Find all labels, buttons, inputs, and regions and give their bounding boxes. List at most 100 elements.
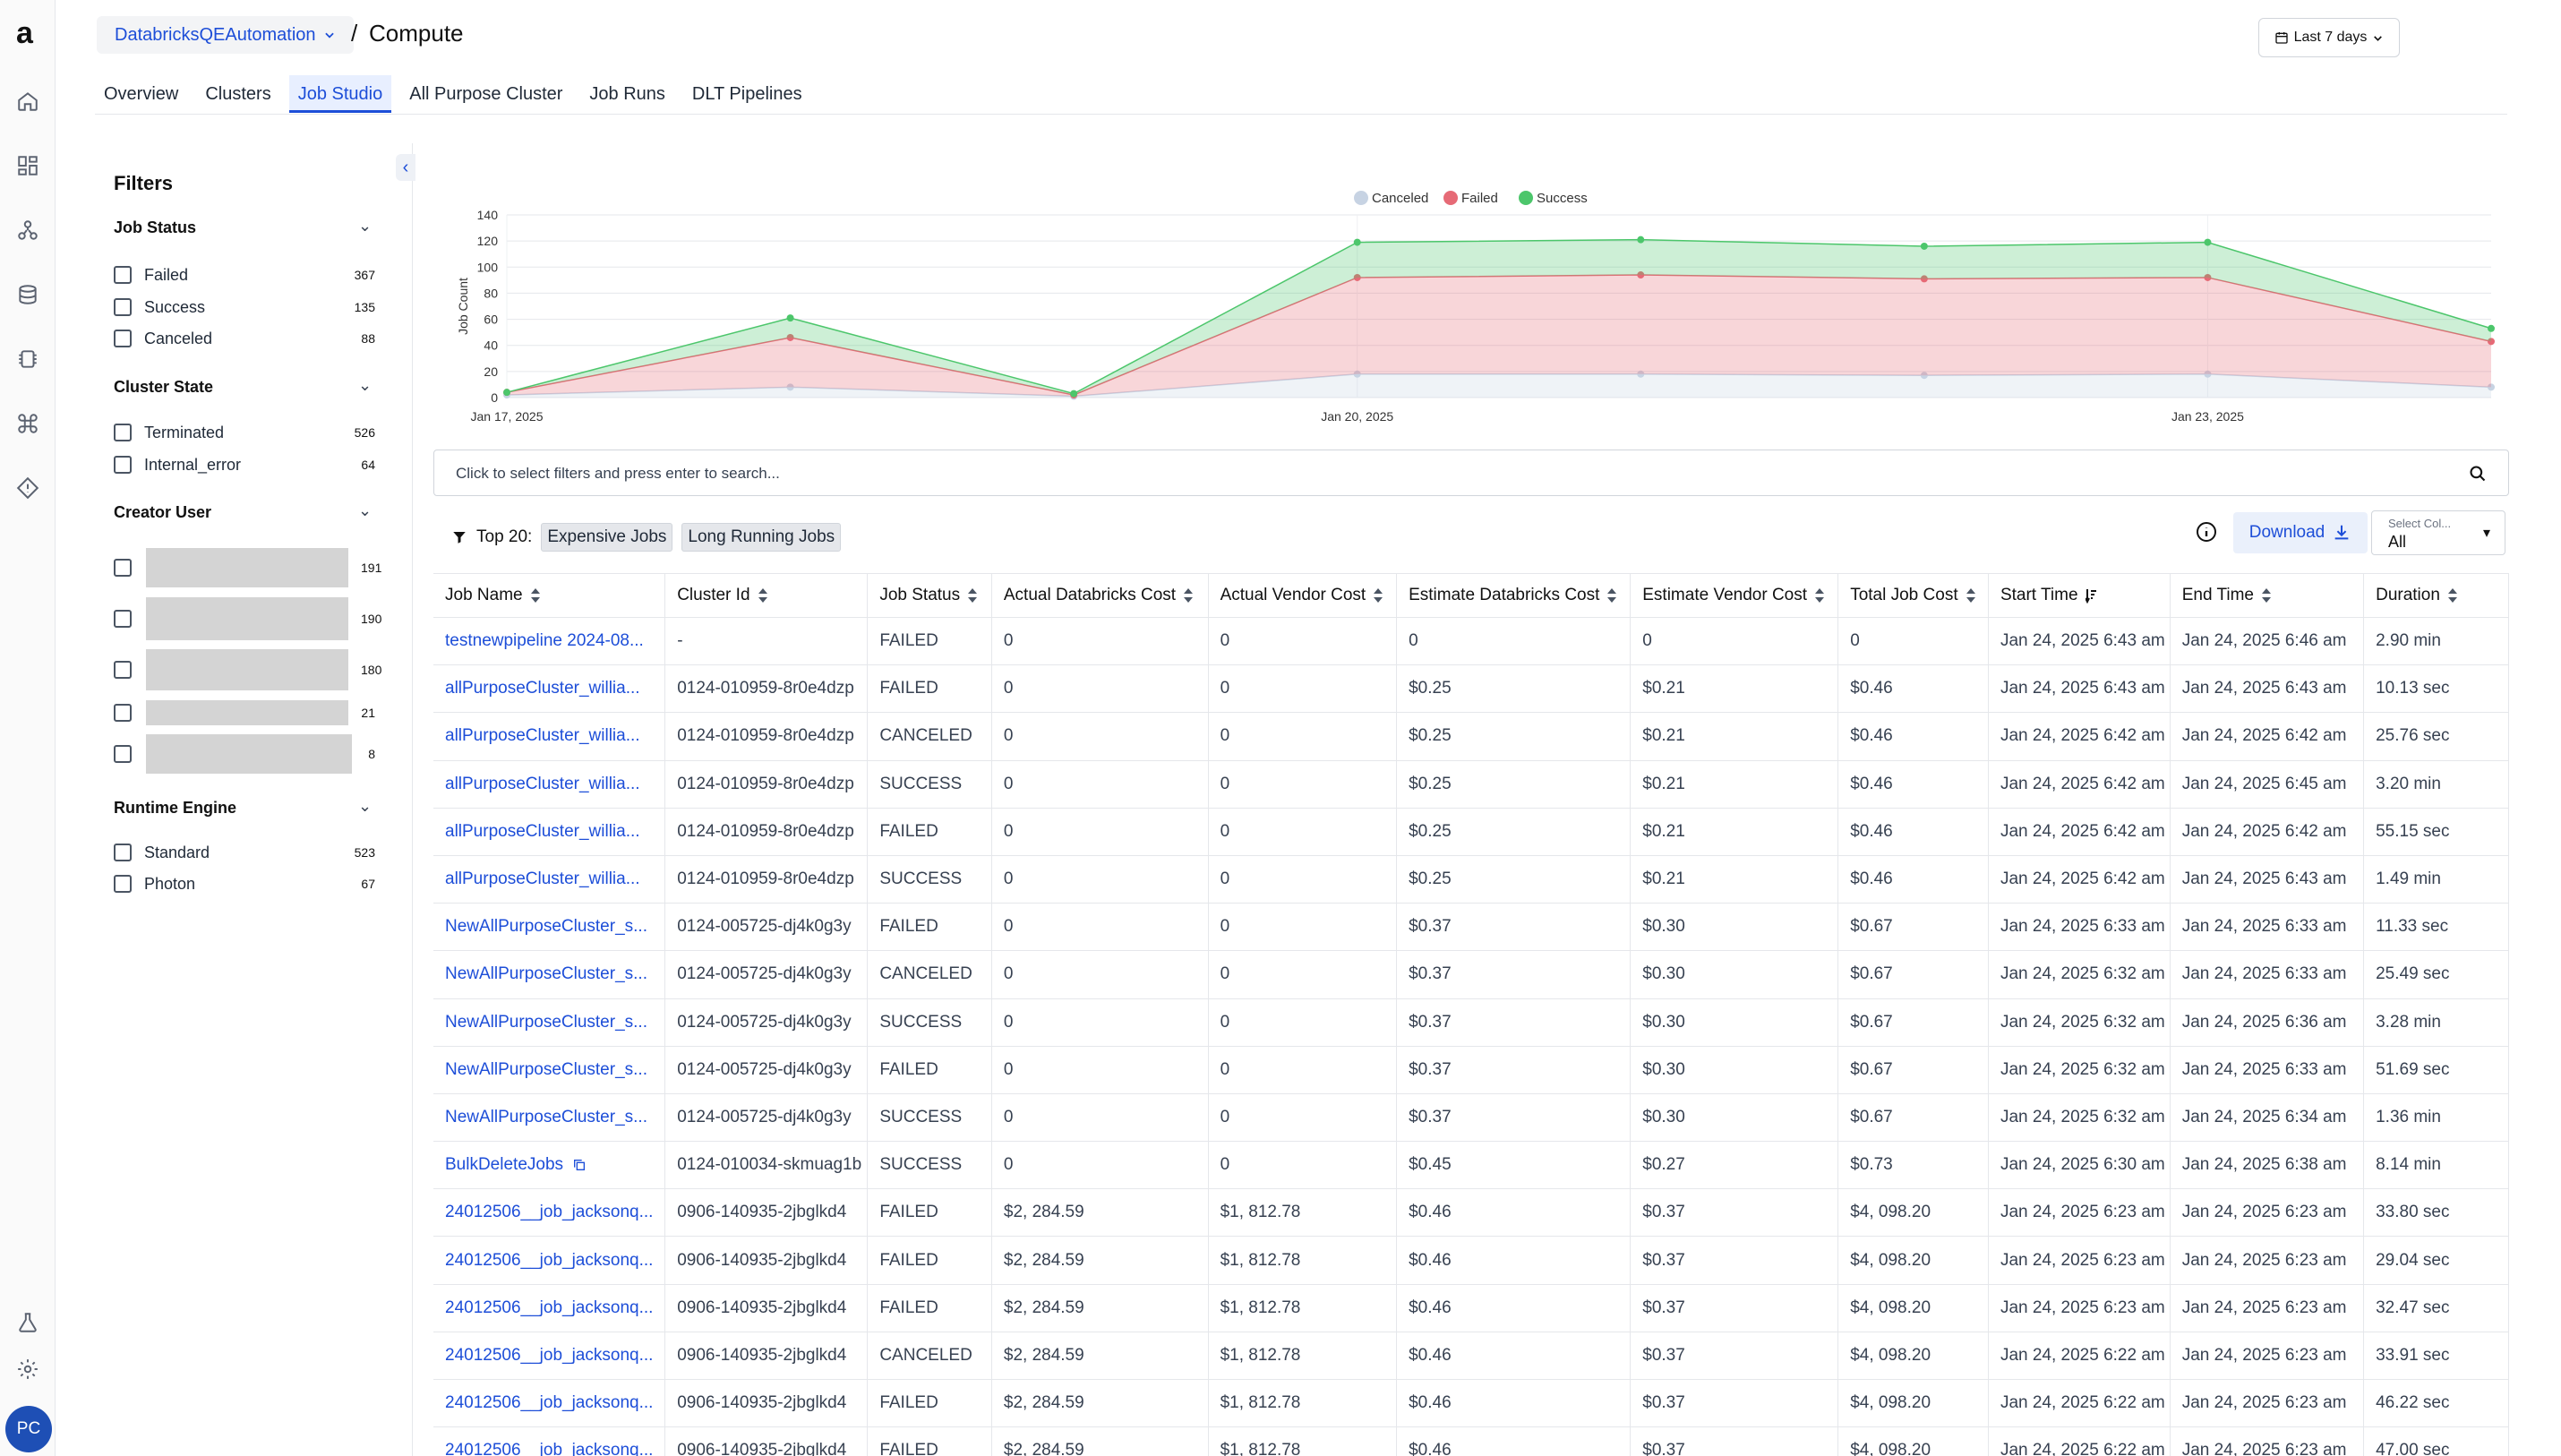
job-name-link[interactable]: allPurposeCluster_willia... — [433, 855, 666, 904]
command-icon[interactable] — [16, 412, 39, 435]
filter-cluster-state-terminated[interactable]: Terminated 526 — [114, 420, 375, 445]
sort-icon[interactable] — [530, 587, 541, 604]
checkbox[interactable] — [114, 330, 132, 347]
chip-icon[interactable] — [16, 347, 39, 371]
app-logo[interactable]: a — [16, 16, 33, 50]
checkbox[interactable] — [114, 424, 132, 441]
sort-icon[interactable] — [967, 587, 978, 604]
job-name-link[interactable]: 24012506__job_jacksonq... — [433, 1189, 666, 1237]
checkbox[interactable] — [114, 661, 132, 679]
expensive-jobs-chip[interactable]: Expensive Jobs — [541, 523, 673, 552]
job-name-link[interactable]: NewAllPurposeCluster_s... — [433, 1046, 666, 1093]
filter-creator-user[interactable]: 8 — [114, 734, 375, 774]
job-name-link[interactable]: NewAllPurposeCluster_s... — [433, 998, 666, 1046]
collapse-filters-button[interactable]: ‹ — [396, 154, 415, 181]
column-header[interactable]: Estimate Databricks Cost — [1397, 574, 1632, 617]
sort-icon[interactable] — [1966, 587, 1976, 604]
checkbox[interactable] — [114, 875, 132, 893]
job-name-link[interactable]: allPurposeCluster_willia... — [433, 713, 666, 760]
column-header[interactable]: Duration — [2364, 574, 2509, 617]
job-name-link[interactable]: allPurposeCluster_willia... — [433, 808, 666, 855]
column-header[interactable]: Job Status — [868, 574, 992, 617]
checkbox[interactable] — [114, 610, 132, 628]
gear-icon[interactable] — [16, 1358, 39, 1381]
job-name-link[interactable]: 24012506__job_jacksonq... — [433, 1332, 666, 1379]
column-header[interactable]: Total Job Cost — [1838, 574, 1989, 617]
tab-job-runs[interactable]: Job Runs — [589, 84, 665, 104]
job-name-link[interactable]: BulkDeleteJobs — [433, 1142, 666, 1189]
tab-dlt-pipelines[interactable]: DLT Pipelines — [691, 84, 802, 104]
tab-all-purpose-cluster[interactable]: All Purpose Cluster — [409, 84, 563, 104]
table-cell: $0.37 — [1631, 1284, 1839, 1332]
download-button[interactable]: Download — [2233, 512, 2368, 553]
checkbox[interactable] — [114, 844, 132, 861]
filter-creator-user[interactable]: 21 — [114, 700, 375, 725]
filter-runtime-standard[interactable]: Standard 523 — [114, 840, 375, 865]
diamond-alert-icon[interactable] — [16, 476, 39, 500]
sort-icon[interactable] — [758, 587, 768, 604]
chevron-down-icon[interactable]: ⌄ — [358, 376, 373, 394]
job-name-link[interactable]: NewAllPurposeCluster_s... — [433, 1093, 666, 1142]
job-name-link[interactable]: 24012506__job_jacksonq... — [433, 1237, 666, 1284]
hierarchy-icon[interactable] — [16, 218, 39, 242]
tab-overview[interactable]: Overview — [104, 84, 179, 104]
filter-job-status-failed[interactable]: Failed 367 — [114, 262, 375, 287]
checkbox[interactable] — [114, 745, 132, 763]
sort-icon[interactable] — [1606, 587, 1617, 604]
workspace-select[interactable]: DatabricksQEAutomation — [97, 16, 354, 54]
column-header[interactable]: Estimate Vendor Cost — [1631, 574, 1839, 617]
job-name-link[interactable]: 24012506__job_jacksonq... — [433, 1380, 666, 1427]
flask-icon[interactable] — [16, 1311, 39, 1334]
job-name-link[interactable]: 24012506__job_jacksonq... — [433, 1284, 666, 1332]
job-name-link[interactable]: NewAllPurposeCluster_s... — [433, 951, 666, 998]
column-header[interactable]: Actual Vendor Cost — [1209, 574, 1398, 617]
sort-icon[interactable] — [1814, 587, 1825, 604]
dashboard-icon[interactable] — [16, 154, 39, 177]
date-range-button[interactable]: Last 7 days — [2258, 18, 2400, 57]
search-input[interactable] — [456, 461, 2426, 486]
checkbox[interactable] — [114, 559, 132, 577]
sort-icon[interactable] — [2261, 587, 2272, 604]
tab-job-studio[interactable]: Job Studio — [288, 75, 392, 113]
chevron-down-icon[interactable]: ⌄ — [358, 217, 373, 235]
checkbox[interactable] — [114, 298, 132, 316]
sort-icon[interactable] — [1373, 587, 1383, 604]
checkbox[interactable] — [114, 704, 132, 722]
info-icon[interactable] — [2196, 521, 2217, 543]
filter-runtime-photon[interactable]: Photon 67 — [114, 871, 375, 896]
sort-icon[interactable] — [1183, 587, 1194, 604]
job-name-link[interactable]: allPurposeCluster_willia... — [433, 665, 666, 713]
checkbox[interactable] — [114, 266, 132, 284]
tab-clusters[interactable]: Clusters — [205, 84, 271, 104]
filter-creator-user[interactable]: 191 — [114, 548, 381, 587]
column-select[interactable]: Select Col... All ▾ — [2371, 510, 2505, 555]
user-avatar[interactable]: PC — [5, 1406, 52, 1452]
filter-creator-user[interactable]: 180 — [114, 649, 381, 690]
job-name-link[interactable]: NewAllPurposeCluster_s... — [433, 904, 666, 951]
column-header[interactable]: Cluster Id — [665, 574, 869, 617]
table-cell: $0.46 — [1838, 713, 1989, 760]
long-running-jobs-chip[interactable]: Long Running Jobs — [681, 523, 842, 552]
chevron-down-icon[interactable]: ⌄ — [358, 797, 373, 815]
sort-descending-icon[interactable] — [2085, 587, 2096, 604]
home-icon[interactable] — [16, 90, 39, 113]
checkbox[interactable] — [114, 456, 132, 474]
copy-icon[interactable] — [572, 1158, 587, 1172]
job-name-link[interactable]: 24012506__job_jacksonq... — [433, 1427, 666, 1456]
job-name-link[interactable]: allPurposeCluster_willia... — [433, 760, 666, 808]
database-icon[interactable] — [16, 283, 39, 306]
filter-job-status-canceled[interactable]: Canceled 88 — [114, 326, 375, 351]
column-header[interactable]: End Time — [2171, 574, 2365, 617]
chevron-down-icon[interactable]: ⌄ — [358, 501, 373, 519]
search-icon[interactable] — [2469, 465, 2487, 483]
filter-job-status-success[interactable]: Success 135 — [114, 295, 375, 320]
column-header[interactable]: Start Time — [1989, 574, 2171, 617]
filter-cluster-state-internal-error[interactable]: Internal_error 64 — [114, 452, 375, 477]
column-header[interactable]: Job Name — [433, 574, 666, 617]
search-bar[interactable] — [433, 450, 2509, 496]
column-header[interactable]: Actual Databricks Cost — [992, 574, 1209, 617]
filter-creator-user[interactable]: 190 — [114, 597, 381, 640]
job-name-link[interactable]: testnewpipeline 2024-08... — [433, 618, 666, 665]
sort-icon[interactable] — [2447, 587, 2458, 604]
table-cell: Jan 24, 2025 6:42 am — [1989, 855, 2171, 904]
